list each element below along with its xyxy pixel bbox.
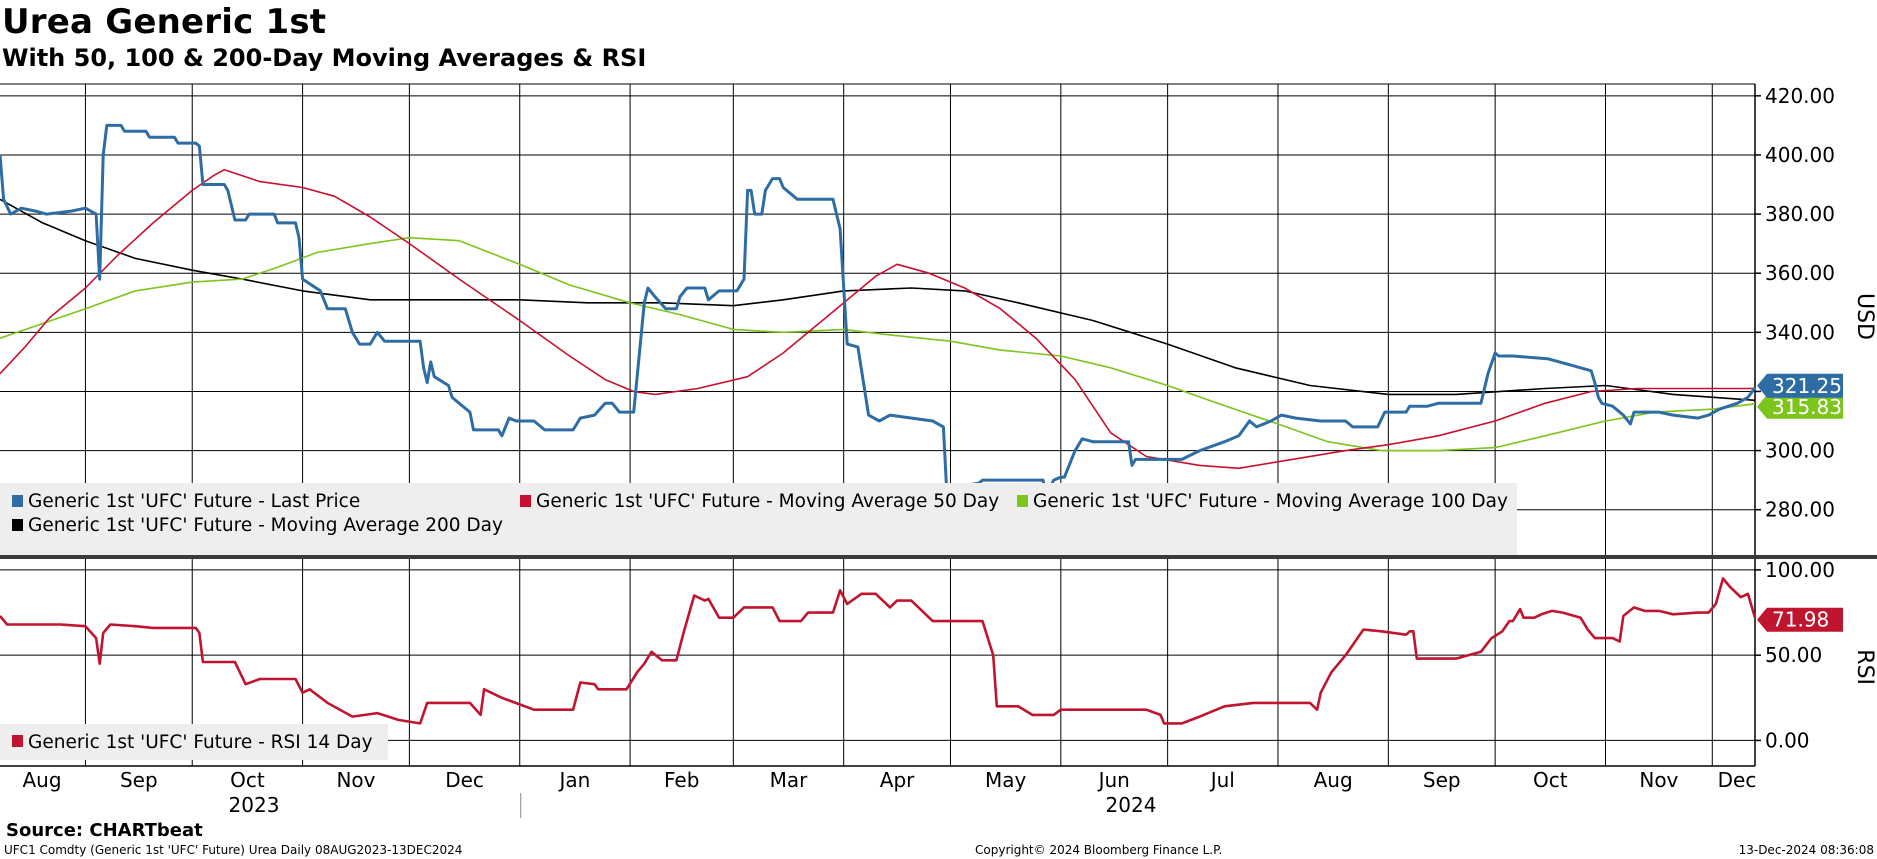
badge-ma100-shape — [1757, 394, 1843, 419]
legend-swatch-ma100 — [1017, 495, 1028, 507]
price-legend: Generic 1st 'UFC' Future - Last Price Gen… — [0, 483, 1517, 555]
badge-ma100-label: 315.83 — [1772, 395, 1842, 419]
price-series-last_price — [0, 123, 1757, 497]
legend-label-ma50: Generic 1st 'UFC' Future - Moving Averag… — [536, 491, 999, 512]
badge-ma100: 315.83 — [1757, 394, 1843, 419]
legend-swatch-rsi — [12, 735, 23, 747]
footer-description: UFC1 Comdty (Generic 1st 'UFC' Future) U… — [4, 843, 463, 857]
x-month-label: Oct — [1533, 768, 1568, 792]
x-month-label: Jun — [1097, 768, 1130, 792]
price-series-ma50 — [0, 168, 1755, 470]
x-month-label: Sep — [1423, 768, 1461, 792]
grid-lines — [0, 84, 1755, 766]
x-month-label: Apr — [880, 768, 915, 792]
x-month-label: May — [985, 768, 1027, 792]
price-ytick-label: 340.00 — [1765, 320, 1835, 344]
chart-title: Urea Generic 1st — [2, 2, 327, 42]
badge-last-price-label: 321.25 — [1772, 374, 1842, 398]
x-month-label: Nov — [1639, 768, 1678, 792]
legend-swatch-ma50 — [520, 495, 531, 507]
rsi-axis-title: RSI — [1852, 649, 1877, 685]
rsi-legend-box — [0, 724, 388, 760]
badge-last-price: 321.25 — [1757, 373, 1843, 398]
rsi-ytick-label: 50.00 — [1765, 643, 1822, 667]
x-month-label: Dec — [445, 768, 484, 792]
footer-timestamp: 13-Dec-2024 08:36:08 — [1738, 843, 1874, 857]
price-legend-box — [0, 483, 1517, 555]
badge-rsi-label: 71.98 — [1772, 608, 1829, 632]
rsi-ytick-label: 0.00 — [1765, 728, 1810, 752]
x-month-label: Sep — [120, 768, 158, 792]
footer-source: Source: CHARTbeat — [6, 820, 203, 841]
chart-subtitle: With 50, 100 & 200-Day Moving Averages &… — [2, 44, 647, 72]
rsi-ytick-label: 100.00 — [1765, 558, 1835, 582]
price-series-ma100 — [0, 236, 1756, 452]
legend-swatch-last_price — [12, 495, 23, 507]
price-axis-title: USD — [1852, 293, 1877, 340]
x-year-label: 2023 — [229, 793, 280, 817]
rsi-legend: Generic 1st 'UFC' Future - RSI 14 Day — [0, 724, 388, 760]
x-month-label: Aug — [22, 768, 61, 792]
price-ytick-label: 300.00 — [1765, 439, 1835, 463]
x-month-label: Aug — [1314, 768, 1353, 792]
x-month-label: Oct — [230, 768, 265, 792]
x-month-label: Feb — [664, 768, 699, 792]
badge-rsi-shape — [1757, 607, 1843, 632]
legend-swatch-ma200 — [12, 519, 23, 531]
chart-canvas: Generic 1st 'UFC' Future - Last Price Gen… — [0, 83, 1877, 818]
price-ytick-label: 380.00 — [1765, 202, 1835, 226]
badge-rsi: 71.98 — [1757, 607, 1843, 632]
price-ytick-label: 420.00 — [1765, 84, 1835, 108]
x-month-label: Nov — [336, 768, 375, 792]
legend-label-last_price: Generic 1st 'UFC' Future - Last Price — [28, 491, 360, 512]
x-month-label: Dec — [1718, 768, 1757, 792]
legend-label-ma100: Generic 1st 'UFC' Future - Moving Averag… — [1033, 491, 1508, 512]
x-month-label: Jul — [1209, 768, 1235, 792]
footer-copyright: Copyright© 2024 Bloomberg Finance L.P. — [975, 843, 1223, 857]
x-year-label: 2024 — [1106, 793, 1157, 817]
legend-label-ma200: Generic 1st 'UFC' Future - Moving Averag… — [28, 515, 503, 536]
badge-last-price-shape — [1757, 373, 1843, 398]
panel-divider — [0, 555, 1877, 559]
price-ytick-label: 400.00 — [1765, 143, 1835, 167]
price-series-ma200 — [0, 198, 1756, 402]
price-ytick-label: 360.00 — [1765, 261, 1835, 285]
rsi-series-rsi — [0, 577, 1757, 725]
price-ytick-label: 280.00 — [1765, 498, 1835, 522]
x-month-label: Jan — [557, 768, 590, 792]
x-month-label: Mar — [770, 768, 809, 792]
legend-label-rsi: Generic 1st 'UFC' Future - RSI 14 Day — [28, 732, 373, 753]
